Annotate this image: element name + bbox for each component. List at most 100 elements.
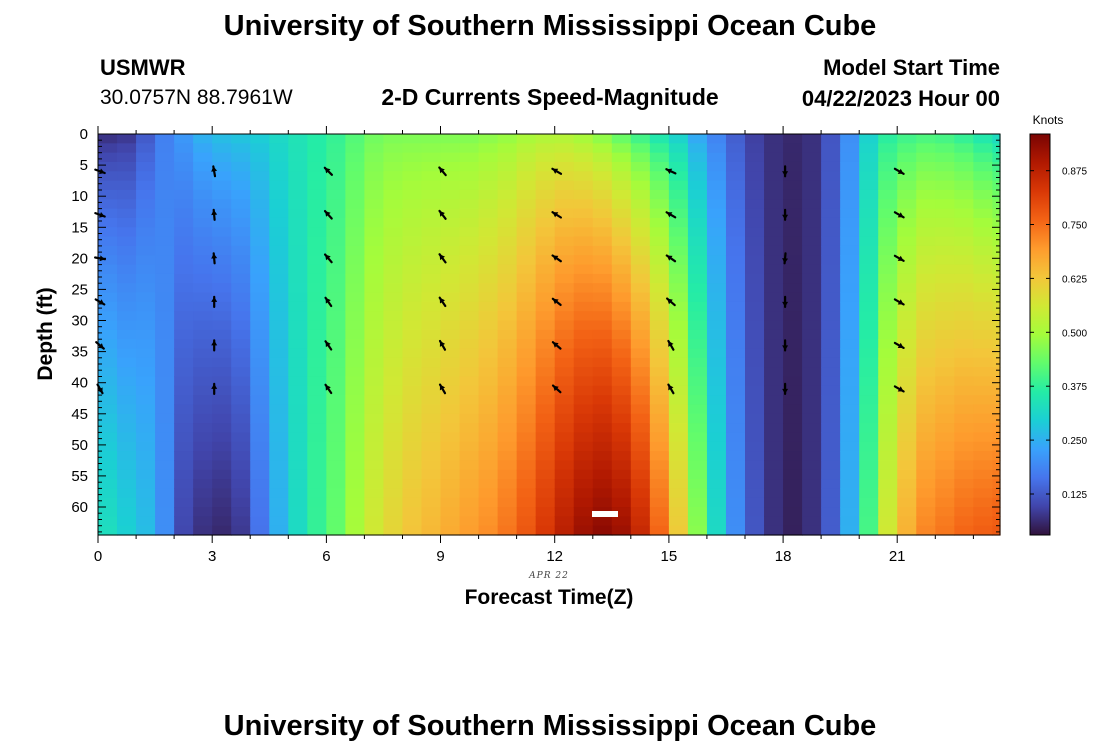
heatmap-cell — [345, 357, 366, 368]
x-tick-label: 15 — [661, 548, 678, 565]
heatmap-cell — [231, 217, 251, 228]
heatmap-cell — [440, 348, 461, 359]
heatmap-cell — [326, 292, 346, 303]
heatmap-cell — [174, 255, 194, 266]
heatmap-cell — [821, 189, 841, 200]
heatmap-cell — [326, 320, 346, 331]
heatmap-cell — [345, 217, 366, 228]
heatmap-cell — [516, 376, 537, 387]
heatmap-cell — [364, 339, 385, 350]
heatmap-cell — [992, 348, 1001, 359]
heatmap-cell — [307, 236, 327, 247]
heatmap-cell — [269, 441, 289, 452]
heatmap-cell — [516, 479, 537, 489]
heatmap-cell — [155, 497, 175, 508]
heatmap-cell — [288, 516, 308, 527]
heatmap-cell — [973, 236, 993, 247]
heatmap-cell — [440, 367, 461, 378]
heatmap-cell — [649, 376, 670, 387]
heatmap-cell — [345, 339, 366, 350]
heatmap-cell — [821, 255, 841, 266]
heatmap-cell — [954, 385, 974, 396]
heatmap-cell — [745, 339, 765, 350]
heatmap-cell — [117, 395, 137, 406]
heatmap-cell — [212, 134, 232, 144]
current-vector-arrow — [324, 253, 333, 264]
heatmap-cell — [916, 357, 936, 368]
heatmap-cell — [459, 525, 480, 536]
heatmap-cell — [288, 376, 308, 387]
heatmap-cell — [783, 255, 803, 266]
heatmap-cell — [992, 236, 1001, 247]
heatmap-cell — [802, 283, 822, 294]
heatmap-cell — [402, 516, 423, 527]
heatmap-cell — [840, 507, 860, 517]
heatmap-cell — [611, 283, 632, 294]
heatmap-cell — [573, 180, 594, 191]
heatmap-cell — [783, 311, 803, 322]
heatmap-cell — [307, 507, 327, 517]
heatmap-cell — [668, 516, 689, 527]
heatmap-cell — [497, 283, 518, 294]
heatmap-cell — [878, 273, 898, 284]
heatmap-cell — [878, 236, 898, 247]
heatmap-cell — [859, 189, 879, 200]
heatmap-cell — [916, 497, 936, 508]
heatmap-cell — [725, 236, 746, 247]
heatmap-cell — [611, 329, 632, 340]
colorbar-tick-label: 0.250 — [1062, 436, 1087, 447]
heatmap-cell — [269, 189, 289, 200]
heatmap-cell — [992, 469, 1001, 480]
heatmap-cell — [231, 301, 251, 312]
heatmap-cell — [155, 189, 175, 200]
heatmap-cell — [916, 479, 936, 489]
heatmap-cell — [516, 283, 537, 294]
heatmap-cell — [573, 292, 594, 303]
heatmap-cell — [611, 189, 632, 200]
heatmap-cell — [516, 273, 537, 284]
heatmap-cell — [897, 357, 917, 368]
heatmap-cell — [136, 329, 156, 340]
heatmap-cell — [706, 488, 727, 499]
heatmap-cell — [98, 404, 118, 415]
heatmap-cell — [573, 385, 594, 396]
heatmap-cell — [764, 451, 784, 461]
heatmap-cell — [725, 516, 746, 527]
heatmap-cell — [383, 488, 404, 499]
heatmap-cell — [155, 516, 175, 527]
colorbar-tick-label: 0.500 — [1062, 328, 1087, 339]
heatmap-cell — [440, 264, 461, 275]
heatmap-cell — [878, 525, 898, 536]
heatmap-cell — [573, 479, 594, 489]
heatmap-cell — [630, 236, 651, 247]
heatmap-cell — [440, 301, 461, 312]
heatmap-cell — [98, 273, 118, 284]
heatmap-cell — [288, 143, 308, 154]
heatmap-cell — [478, 525, 499, 536]
heatmap-cell — [212, 180, 232, 191]
current-vectors — [93, 165, 905, 395]
heatmap-cell — [840, 273, 860, 284]
heatmap-cell — [897, 227, 917, 238]
heatmap-cell — [269, 255, 289, 266]
heatmap-cell — [250, 432, 270, 443]
heatmap-cell — [421, 367, 442, 378]
heatmap-cell — [706, 525, 727, 536]
heatmap-cell — [954, 311, 974, 322]
heatmap-cell — [212, 525, 232, 536]
heatmap-cell — [174, 497, 194, 508]
heatmap-cell — [954, 245, 974, 256]
heatmap-cell — [687, 507, 708, 517]
heatmap-cell — [345, 264, 366, 275]
y-tick-label: 15 — [71, 219, 88, 236]
heatmap-cell — [174, 301, 194, 312]
heatmap-cell — [269, 516, 289, 527]
heatmap-cell — [288, 488, 308, 499]
heatmap-cell — [802, 329, 822, 340]
heatmap-cell — [402, 469, 423, 480]
heatmap-cell — [250, 413, 270, 424]
heatmap-cell — [326, 273, 346, 284]
heatmap-cell — [554, 507, 575, 517]
heatmap-cell — [630, 199, 651, 210]
heatmap-cell — [954, 217, 974, 228]
